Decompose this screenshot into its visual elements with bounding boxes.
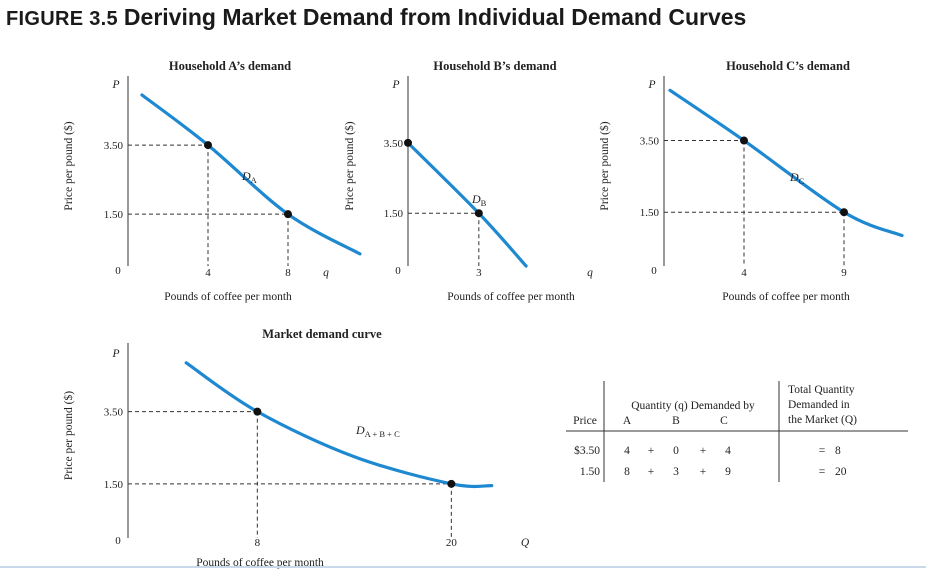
tick-label: 3.50 — [104, 140, 124, 152]
y-axis-label: Price per pound ($) — [343, 121, 356, 210]
data-point — [840, 208, 848, 217]
table-plus: + — [648, 445, 655, 457]
table-cell-price: 1.50 — [580, 466, 600, 478]
y-axis-symbol: P — [111, 79, 119, 91]
table-equals: = — [819, 445, 826, 457]
figure-label: FIGURE 3.5 — [6, 8, 118, 30]
tick-label: 8 — [255, 537, 261, 549]
x-axis-symbol: q — [587, 267, 593, 279]
chart-title: Market demand curve — [262, 327, 382, 341]
tick-label: 3.50 — [104, 407, 124, 419]
table-cell-a: 8 — [624, 466, 630, 478]
tick-label: 4 — [741, 267, 747, 279]
table-header-household: C — [720, 415, 728, 427]
y-axis-label: Price per pound ($) — [62, 121, 75, 210]
curve-label: DA + B + C — [355, 423, 400, 439]
chart-title: Household A’s demand — [169, 59, 291, 73]
data-point — [253, 407, 262, 416]
table-header-household: A — [623, 415, 632, 427]
tick-label: 4 — [205, 267, 211, 279]
data-point — [204, 141, 212, 150]
data-point — [740, 136, 748, 145]
figure-title-text: Deriving Market Demand from Individual D… — [123, 4, 747, 30]
y-axis-symbol: P — [647, 79, 655, 91]
chart-title: Household C’s demand — [726, 59, 850, 73]
tick-label: 3.50 — [384, 138, 404, 150]
chart-title: Household B’s demand — [433, 59, 556, 73]
tick-label: 0 — [115, 535, 121, 547]
bottom-divider — [0, 566, 926, 568]
demand-curve — [140, 93, 362, 256]
chart-panel-2: Household B’s demand Pq Pounds of coffee p… — [343, 59, 593, 303]
table-plus: + — [700, 466, 707, 478]
x-axis-symbol: q — [323, 267, 329, 279]
table-header-price: Price — [573, 415, 597, 427]
tick-label: 3.50 — [640, 136, 660, 148]
y-axis-symbol: P — [391, 79, 399, 91]
table-header-total: Demanded in — [788, 399, 850, 411]
table-cell-c: 4 — [725, 445, 731, 457]
x-axis-label: Pounds of coffee per month — [722, 291, 850, 303]
curve-label: DA — [241, 169, 258, 185]
table-plus: + — [648, 466, 655, 478]
tick-label: 9 — [841, 267, 847, 279]
table-cell-price: $3.50 — [574, 444, 600, 457]
y-axis-symbol: P — [111, 348, 119, 360]
tick-label: 20 — [446, 537, 458, 549]
chart-panel-1: Household A’s demand Pq Pounds of coffee p… — [62, 59, 362, 303]
x-axis-label: Pounds of coffee per month — [164, 291, 292, 303]
x-axis-symbol: Q — [521, 537, 530, 549]
data-point — [284, 210, 292, 219]
table-header-total: the Market (Q) — [788, 414, 857, 426]
table-header-household: B — [672, 415, 680, 427]
curve-label: DC — [789, 170, 805, 186]
table-header-total: Total Quantity — [788, 384, 855, 396]
data-point — [404, 138, 412, 147]
tick-label: 1.50 — [104, 209, 124, 221]
tick-label: 1.50 — [384, 208, 404, 220]
tick-label: 8 — [285, 267, 291, 279]
x-axis-label: Pounds of coffee per month — [447, 291, 575, 303]
table-cell-c: 9 — [725, 466, 731, 478]
chart-panel-3: Household C’s demand P Pounds of coffee pe… — [598, 59, 904, 303]
curve-label: DB — [471, 192, 487, 208]
figure-title: FIGURE 3.5 Deriving Market Demand from In… — [6, 4, 906, 31]
tick-label: 0 — [115, 265, 121, 277]
table-equals: = — [819, 466, 826, 478]
table-cell-b: 3 — [673, 466, 679, 478]
demand-curve — [668, 88, 904, 238]
tick-label: 0 — [651, 265, 657, 277]
table-cell-total: 8 — [835, 445, 841, 457]
demand-curve — [406, 141, 528, 268]
y-axis-label: Price per pound ($) — [598, 121, 611, 210]
y-axis-label: Price per pound ($) — [62, 391, 75, 480]
table-cell-a: 4 — [624, 445, 630, 457]
table-cell-total: 20 — [835, 466, 847, 478]
tick-label: 1.50 — [104, 479, 124, 491]
tick-label: 1.50 — [640, 207, 660, 219]
demand-curve — [184, 361, 494, 489]
table-plus: + — [700, 445, 707, 457]
quantity-table: Price Quantity (q) Demanded by A B C Total Qu… — [566, 381, 908, 482]
table-header-quantity: Quantity (q) Demanded by — [631, 400, 755, 412]
data-point — [447, 479, 456, 488]
tick-label: 3 — [476, 267, 482, 279]
tick-label: 0 — [395, 265, 401, 277]
table-cell-b: 0 — [673, 445, 679, 457]
data-point — [474, 209, 483, 218]
